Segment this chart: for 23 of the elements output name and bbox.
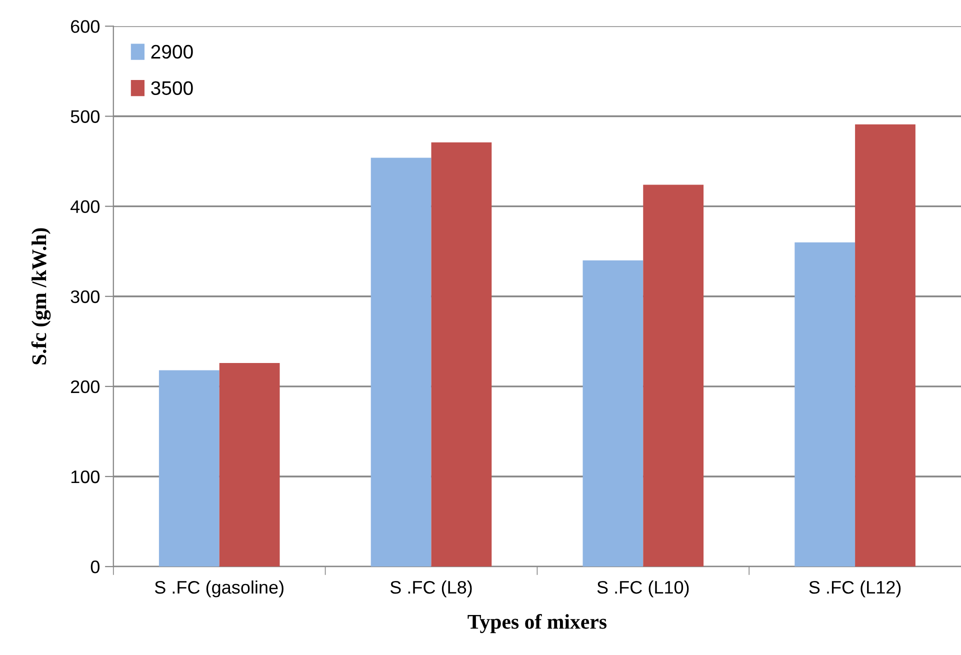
y-tick-label: 300 [70,290,100,304]
x-tick-label: S .FC (gasoline) [154,580,284,598]
x-axis-title: Types of mixers [468,614,607,634]
y-axis-title: S.fc (gm /kW.h) [31,228,51,364]
bar [643,184,704,567]
x-tick-label: S .FC (L12) [809,580,901,598]
bar [855,124,916,567]
y-tick-label: 200 [70,380,100,394]
bar [431,142,492,567]
x-tick-label: S .FC (L8) [390,580,472,598]
bar [219,363,280,567]
bar [370,158,432,567]
y-tick-label: 600 [71,20,100,33]
x-tick-label: S .FC (L10) [597,580,689,598]
bar [794,242,856,567]
y-tick-label: 500 [70,110,100,123]
y-tick-label: 100 [71,470,100,484]
bar [158,370,220,567]
legend-label: 3500 [151,81,193,95]
y-tick-label: 400 [70,200,100,214]
bar [582,260,644,567]
y-tick-label: 0 [90,560,100,574]
legend-label: 2900 [151,44,193,59]
